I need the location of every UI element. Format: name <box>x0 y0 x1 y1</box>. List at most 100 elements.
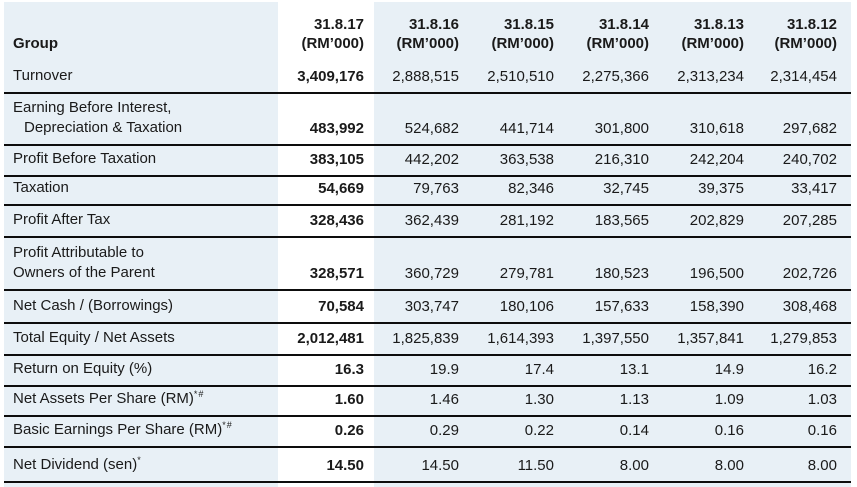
cell-value: 242,204 <box>689 151 744 168</box>
cell-value: 54,669 <box>278 176 374 205</box>
cell-value: 39,375 <box>698 180 744 197</box>
cell-value: 11.50 <box>517 457 554 474</box>
row-label-line: Return on Equity (%) <box>13 359 278 379</box>
row-label-text: Profit After Tax <box>13 211 111 228</box>
cell-value: 8.00 <box>714 457 744 474</box>
cell-value: 180,106 <box>499 298 554 315</box>
row-label-text: Net Dividend (sen) <box>13 456 138 473</box>
row-label-line: Depreciation & Taxation <box>13 118 278 138</box>
header-row: Group 31.8.17 (RM’000) 31.8.16 (RM’000) 31.8.… <box>4 2 851 62</box>
spacer-cell <box>278 482 374 487</box>
row-label-line: Profit Before Taxation <box>13 149 278 169</box>
table-row: Profit Before Taxation 383,105 442,202 363,… <box>4 145 851 176</box>
row-label: Turnover <box>4 62 278 93</box>
row-label-line: Turnover <box>13 66 278 86</box>
spacer-cell <box>4 482 278 487</box>
cell-value: 216,310 <box>594 151 649 168</box>
table-row: Basic Earnings Per Share (RM)*# 0.26 0.29 0… <box>4 416 851 447</box>
column-unit: (RM’000) <box>586 35 649 52</box>
row-label-line: Profit After Tax <box>13 210 278 230</box>
row-label-line: Taxation <box>13 178 278 198</box>
column-unit: (RM’000) <box>491 35 554 52</box>
cell-value: 383,105 <box>278 145 374 176</box>
table-body: Turnover 3,409,176 2,888,515 2,510,510 2,275… <box>4 62 851 487</box>
cell-value: 303,747 <box>404 298 459 315</box>
row-label-text: Net Cash / (Borrowings) <box>13 297 174 314</box>
row-label-text: Profit Attributable to <box>13 244 144 261</box>
table-row: Taxation 54,669 79,763 82,346 32,745 39,375 33… <box>4 176 851 205</box>
spacer-cell <box>374 482 469 487</box>
year-column-header: 31.8.17 (RM’000) <box>278 2 374 62</box>
cell-value: 3,409,176 <box>278 62 374 93</box>
spacer-row <box>4 482 851 487</box>
row-label-line: Total Equity / Net Assets <box>13 328 278 348</box>
cell-value: 33,417 <box>791 180 837 197</box>
cell-value: 32,745 <box>603 180 649 197</box>
financial-highlights-block: Group 31.8.17 (RM’000) 31.8.16 (RM’000) 31.8.… <box>4 2 851 487</box>
cell-value: 363,538 <box>499 151 554 168</box>
cell-value: 202,829 <box>689 212 744 229</box>
year-column-header: 31.8.13 (RM’000) <box>659 2 754 62</box>
cell-value: 310,618 <box>689 120 744 137</box>
cell-value: 1,397,550 <box>582 330 649 347</box>
spacer-cell <box>469 482 564 487</box>
cell-value: 483,992 <box>278 93 374 145</box>
cell-value: 240,702 <box>782 151 837 168</box>
row-label: Profit Attributable to Owners of the Pare… <box>4 237 278 290</box>
cell-value: 0.26 <box>278 416 374 447</box>
cell-value: 14.9 <box>714 361 744 378</box>
cell-value: 207,285 <box>782 212 837 229</box>
row-label: Net Dividend (sen)* <box>4 447 278 482</box>
column-date: 31.8.15 <box>503 16 554 33</box>
row-label-text: Return on Equity (%) <box>13 360 153 377</box>
cell-value: 1.46 <box>429 391 459 408</box>
cell-value: 16.3 <box>278 355 374 386</box>
row-label: Return on Equity (%) <box>4 355 278 386</box>
cell-value: 0.16 <box>807 422 837 439</box>
column-date: 31.8.13 <box>693 16 744 33</box>
footnote-marker: *# <box>193 389 205 399</box>
cell-value: 1.13 <box>619 391 649 408</box>
table-row: Turnover 3,409,176 2,888,515 2,510,510 2,275… <box>4 62 851 93</box>
row-label-line: Earning Before Interest, <box>13 98 278 118</box>
table-row: Profit Attributable to Owners of the Pare… <box>4 237 851 290</box>
cell-value: 0.14 <box>619 422 649 439</box>
column-unit: (RM’000) <box>774 35 837 52</box>
cell-value: 1,279,853 <box>770 330 837 347</box>
year-column-header: 31.8.15 (RM’000) <box>469 2 564 62</box>
group-column-header: Group <box>13 35 58 52</box>
cell-value: 301,800 <box>594 120 649 137</box>
year-column-header: 31.8.16 (RM’000) <box>374 2 469 62</box>
cell-value: 79,763 <box>413 180 459 197</box>
cell-value: 308,468 <box>782 298 837 315</box>
row-label: Basic Earnings Per Share (RM)*# <box>4 416 278 447</box>
spacer-cell <box>564 482 659 487</box>
cell-value: 158,390 <box>689 298 744 315</box>
table-row: Net Dividend (sen)* 14.50 14.50 11.50 8.00 8.… <box>4 447 851 482</box>
row-label: Earning Before Interest, Depreciation & T… <box>4 93 278 145</box>
table-row: Net Assets Per Share (RM)*# 1.60 1.46 1.30 1… <box>4 386 851 416</box>
cell-value: 1,614,393 <box>487 330 554 347</box>
spacer-cell <box>659 482 754 487</box>
table-row: Total Equity / Net Assets 2,012,481 1,825,… <box>4 323 851 355</box>
row-label-text: Taxation <box>13 179 69 196</box>
row-label-text: Total Equity / Net Assets <box>13 329 175 346</box>
cell-value: 328,571 <box>278 237 374 290</box>
cell-value: 441,714 <box>499 120 554 137</box>
cell-value: 14.50 <box>278 447 374 482</box>
cell-value: 8.00 <box>807 457 837 474</box>
cell-value: 82,346 <box>508 180 554 197</box>
table-row: Net Cash / (Borrowings) 70,584 303,747 180,… <box>4 290 851 323</box>
cell-value: 183,565 <box>594 212 649 229</box>
cell-value: 2,012,481 <box>278 323 374 355</box>
cell-value: 180,523 <box>594 265 649 282</box>
row-label-text: Turnover <box>13 67 73 84</box>
column-unit: (RM’000) <box>681 35 744 52</box>
row-label-text: Depreciation & Taxation <box>24 119 183 136</box>
cell-value: 70,584 <box>278 290 374 323</box>
row-label-text: Profit Before Taxation <box>13 150 157 167</box>
row-label-text: Owners of the Parent <box>13 264 155 281</box>
row-label: Taxation <box>4 176 278 205</box>
cell-value: 328,436 <box>278 205 374 237</box>
